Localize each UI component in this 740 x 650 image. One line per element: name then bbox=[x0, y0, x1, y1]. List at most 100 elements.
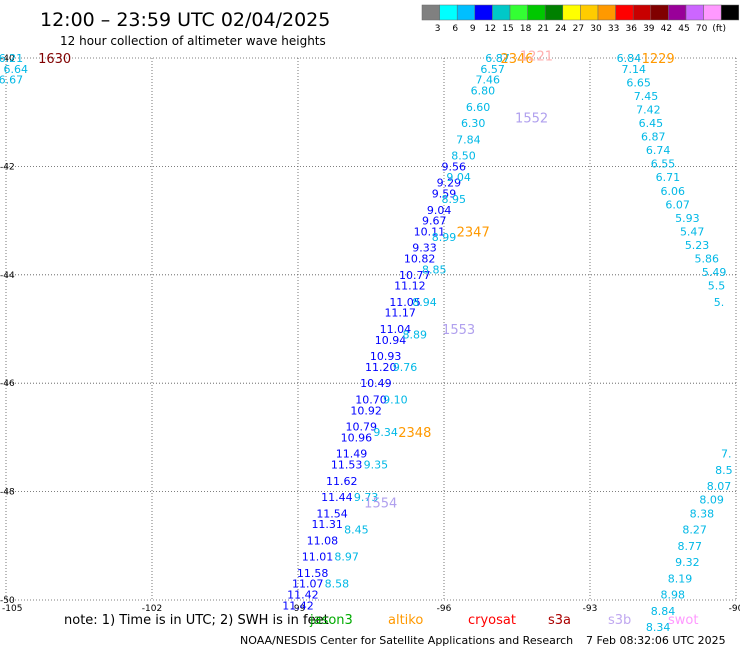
wave-height-value: 9.56 bbox=[441, 160, 466, 173]
wave-height-value: 7.42 bbox=[636, 103, 661, 116]
wave-height-value: 6.74 bbox=[646, 144, 671, 157]
wave-height-value: 7.45 bbox=[634, 90, 659, 103]
wave-height-value: 8.07 bbox=[707, 480, 732, 493]
scale-swatch bbox=[439, 4, 458, 21]
wave-height-value: 11.58 bbox=[297, 567, 329, 580]
y-tick-label: -40 bbox=[0, 54, 15, 64]
x-tick-label: -102 bbox=[142, 604, 162, 614]
satellite-legend: jason3 altiko cryosat s3a s3b swot bbox=[309, 613, 698, 628]
scale-label: 15 bbox=[502, 24, 513, 34]
wave-height-value: 8.94 bbox=[412, 296, 437, 309]
wave-height-value: 11.17 bbox=[384, 307, 416, 320]
wave-height-value: 9.32 bbox=[675, 556, 700, 569]
scale-swatch bbox=[650, 4, 669, 21]
wave-height-value: 6.84 bbox=[617, 52, 642, 65]
wave-height-value: 8.09 bbox=[699, 494, 724, 507]
wave-height-value: 10.92 bbox=[350, 404, 382, 417]
scale-label: 9 bbox=[470, 24, 476, 34]
wave-height-value: 6.07 bbox=[665, 198, 690, 211]
scale-label: 27 bbox=[573, 24, 584, 34]
wave-height-value: 6.21 bbox=[0, 52, 23, 65]
pass-time-label: 1552 bbox=[515, 112, 548, 127]
x-tick-label: -90 bbox=[729, 604, 740, 614]
wave-height-value: 9.04 bbox=[446, 171, 471, 184]
color-scale-legend: 3 6 9 12 15 18 21 24 27 30 33 36 39 42 45 70 (ft) bbox=[421, 4, 740, 34]
y-tick-label: -50 bbox=[0, 596, 15, 606]
wave-height-value: 9.34 bbox=[373, 426, 398, 439]
wave-height-value: 6.65 bbox=[626, 76, 651, 89]
scale-label: 24 bbox=[555, 24, 567, 34]
wave-height-value: 6.87 bbox=[485, 52, 510, 65]
wave-height-value: 8.34 bbox=[646, 621, 671, 634]
wave-height-value: 8.98 bbox=[660, 589, 685, 602]
satellite-legend-item: swot bbox=[668, 613, 698, 628]
wave-height-value: 5.49 bbox=[702, 266, 727, 279]
wave-height-value: 11.54 bbox=[316, 507, 348, 520]
wave-height-value: 7.14 bbox=[622, 63, 647, 76]
wave-height-value: 9.59 bbox=[432, 188, 457, 201]
wave-height-value: 6.45 bbox=[639, 117, 664, 130]
wave-height-value: 11.01 bbox=[302, 551, 334, 564]
wave-height-value: 9.73 bbox=[354, 491, 379, 504]
wave-height-value: 8.50 bbox=[451, 150, 476, 163]
scale-swatch bbox=[492, 4, 511, 21]
wave-height-value: 8.99 bbox=[432, 231, 457, 244]
wave-height-value: 10.70 bbox=[355, 393, 387, 406]
y-tick-label: -48 bbox=[0, 488, 15, 498]
wave-height-value: 10.77 bbox=[399, 269, 431, 282]
scale-swatch bbox=[597, 4, 616, 21]
x-tick-label: -93 bbox=[583, 604, 598, 614]
wave-height-value: 6.64 bbox=[3, 63, 28, 76]
wave-height-value: 11.53 bbox=[331, 459, 363, 472]
scale-label: 3 bbox=[435, 24, 441, 34]
scale-label: 45 bbox=[678, 24, 689, 34]
pass-time-label: 2348 bbox=[398, 426, 431, 441]
wave-height-value: 11.42 bbox=[282, 599, 314, 612]
pass-time-label: 1221 bbox=[520, 49, 553, 64]
satellite-legend-item: jason3 bbox=[309, 613, 353, 628]
wave-height-value: 11.20 bbox=[365, 361, 397, 374]
wave-height-value: 10.49 bbox=[360, 377, 392, 390]
scale-swatch bbox=[668, 4, 687, 21]
wave-height-value: 9.35 bbox=[364, 459, 389, 472]
wave-height-value: 6.55 bbox=[651, 158, 676, 171]
footer-note: note: 1) Time is in UTC; 2) SWH is in fe… bbox=[64, 613, 329, 628]
plot-grid bbox=[5, 57, 737, 601]
x-tick-label: -105 bbox=[2, 604, 22, 614]
pass-time-label: 1553 bbox=[442, 323, 475, 338]
scale-swatch bbox=[615, 4, 634, 21]
footer: note: 1) Time is in UTC; 2) SWH is in fe… bbox=[64, 613, 726, 647]
scale-swatch bbox=[632, 4, 652, 21]
wave-height-value: 9.76 bbox=[393, 361, 418, 374]
scale-swatch bbox=[703, 4, 722, 21]
credit-text: NOAA/NESDIS Center for Satellite Applica… bbox=[240, 634, 573, 647]
wave-height-value: 10.11 bbox=[414, 225, 446, 238]
wave-height-value: 6.30 bbox=[461, 117, 486, 130]
wave-height-value: 11.04 bbox=[380, 323, 412, 336]
wave-height-value: 6.06 bbox=[660, 185, 685, 198]
wave-height-value: 9.67 bbox=[422, 215, 447, 228]
wave-height-value: 8.45 bbox=[344, 524, 369, 537]
wave-height-value: 10.82 bbox=[404, 253, 436, 266]
satellite-legend-item: s3a bbox=[548, 613, 571, 628]
chart-title: 12:00 – 23:59 UTC 02/04/2025 bbox=[40, 9, 330, 31]
scale-label: 42 bbox=[661, 24, 672, 34]
wave-height-value: 10.79 bbox=[346, 421, 378, 434]
scale-label: 39 bbox=[643, 24, 655, 34]
scale-swatch bbox=[474, 4, 493, 21]
wave-height-value: 6.80 bbox=[471, 85, 496, 98]
wave-height-value: 8.97 bbox=[334, 551, 359, 564]
satellite-legend-item: s3b bbox=[608, 613, 631, 628]
y-tick-label: -44 bbox=[0, 271, 15, 281]
wave-height-value: 11.08 bbox=[307, 534, 339, 547]
scale-swatch bbox=[562, 4, 581, 21]
wave-height-value: 5. bbox=[714, 296, 725, 309]
pass-time-label: 1554 bbox=[364, 496, 397, 511]
wave-height-value: 8.84 bbox=[651, 605, 676, 618]
wave-height-value: 5.93 bbox=[675, 212, 700, 225]
scale-label: 36 bbox=[625, 24, 637, 34]
scale-swatch bbox=[509, 4, 528, 21]
wave-height-value: 11.05 bbox=[389, 296, 421, 309]
wave-height-value: 8.89 bbox=[403, 328, 428, 341]
wave-height-value: 6.60 bbox=[466, 101, 491, 114]
